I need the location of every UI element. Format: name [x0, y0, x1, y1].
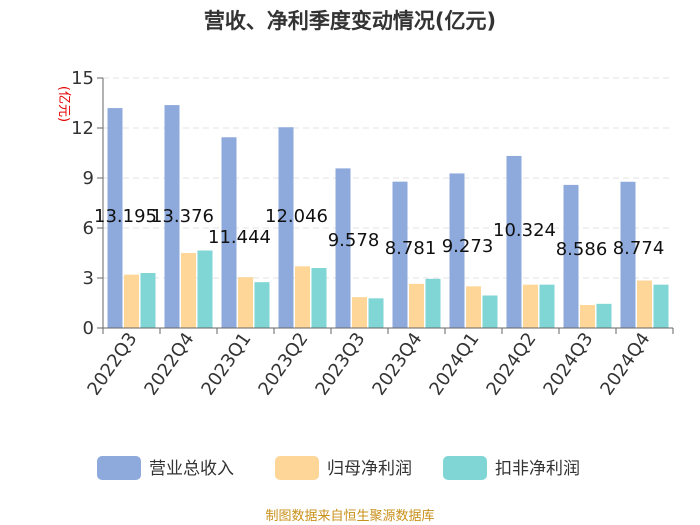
legend-swatch-1: [97, 456, 141, 480]
y-tick-label: 3: [83, 268, 94, 289]
x-tick-label: 2023Q1: [197, 329, 255, 400]
bar-1: [563, 184, 579, 328]
data-label: 8.781: [385, 238, 437, 259]
data-label: 8.586: [556, 239, 608, 260]
bar-3: [653, 284, 669, 328]
bar-1: [164, 105, 180, 328]
x-tick-label: 2023Q4: [368, 329, 426, 400]
bar-3: [425, 278, 441, 328]
bar-1: [107, 108, 123, 328]
legend-swatch-3: [443, 456, 487, 480]
bar-3: [197, 250, 213, 328]
bar-2: [409, 283, 424, 328]
bar-2: [181, 253, 196, 328]
y-tick-label: 15: [71, 68, 94, 89]
bar-3: [311, 268, 327, 328]
y-tick-label: 12: [71, 118, 94, 139]
y-tick-label: 6: [83, 218, 94, 239]
data-label: 9.578: [328, 230, 380, 251]
data-label: 8.774: [613, 238, 665, 259]
bar-3: [482, 295, 498, 328]
bar-3: [368, 298, 384, 328]
y-axis-unit-label: (亿元): [56, 86, 71, 122]
y-axis: 0 3 6 9 12 15: [71, 68, 104, 339]
legend-label-1: 营业总收入: [149, 459, 234, 479]
bar-3: [140, 273, 156, 328]
y-tick-label: 0: [83, 318, 94, 339]
legend-label-2: 归母净利润: [327, 459, 412, 479]
bar-2: [466, 286, 481, 328]
bar-1: [392, 181, 408, 328]
bar-2: [637, 280, 652, 328]
chart-title: 营收、净利季度变动情况(亿元): [204, 9, 496, 33]
bars: [107, 105, 669, 328]
x-tick-label: 2022Q4: [140, 329, 198, 400]
x-tick-label: 2023Q2: [254, 329, 312, 400]
x-tick-label: 2023Q3: [311, 329, 369, 400]
bar-1: [221, 137, 237, 328]
x-tick-label: 2024Q3: [539, 329, 597, 400]
x-axis: 2022Q32022Q42023Q12023Q22023Q32023Q42024…: [83, 327, 674, 400]
bar-1: [278, 127, 294, 328]
bar-2: [295, 266, 310, 328]
bar-1: [620, 181, 636, 328]
legend-swatch-2: [275, 456, 319, 480]
bar-3: [539, 284, 555, 328]
bar-2: [238, 277, 253, 328]
data-label: 11.444: [208, 227, 271, 248]
x-tick-label: 2024Q4: [596, 329, 654, 400]
y-tick-label: 9: [83, 168, 94, 189]
source-note: 制图数据来自恒生聚源数据库: [265, 508, 434, 524]
bar-2: [580, 305, 595, 328]
data-label: 12.046: [265, 206, 328, 227]
legend: 营业总收入 归母净利润 扣非净利润: [97, 456, 580, 480]
bar-1: [506, 155, 522, 328]
data-label: 9.273: [442, 236, 494, 257]
data-label: 13.195: [94, 206, 157, 227]
bar-3: [254, 282, 270, 328]
bar-2: [352, 297, 367, 328]
bar-3: [596, 303, 612, 328]
data-label: 13.376: [151, 206, 214, 227]
bar-2: [124, 274, 139, 328]
x-tick-label: 2022Q3: [83, 329, 141, 400]
bar-1: [449, 173, 465, 328]
bar-1: [335, 168, 351, 328]
legend-label-3: 扣非净利润: [495, 459, 580, 479]
data-label: 10.324: [493, 220, 556, 241]
x-tick-label: 2024Q1: [425, 329, 483, 400]
x-tick-label: 2024Q2: [482, 329, 540, 400]
bar-2: [523, 284, 538, 328]
